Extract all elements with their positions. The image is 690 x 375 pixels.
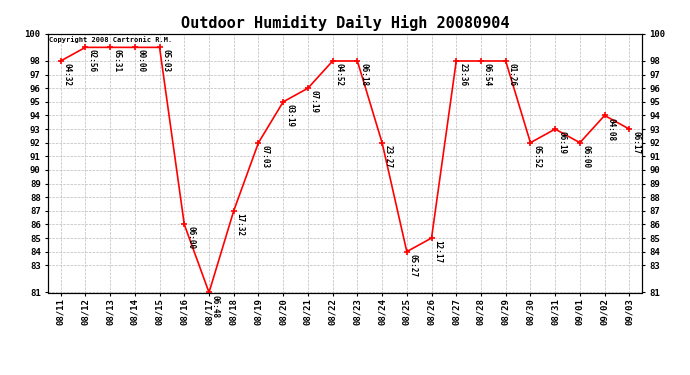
- Text: 06:17: 06:17: [631, 131, 640, 154]
- Text: Copyright 2008 Cartronic R.M.: Copyright 2008 Cartronic R.M.: [49, 36, 172, 43]
- Text: 01:26: 01:26: [508, 63, 517, 86]
- Text: 23:36: 23:36: [458, 63, 467, 86]
- Text: 06:18: 06:18: [359, 63, 368, 86]
- Text: 06:54: 06:54: [483, 63, 492, 86]
- Text: 04:08: 04:08: [607, 117, 615, 141]
- Text: 05:52: 05:52: [533, 145, 542, 168]
- Text: 06:19: 06:19: [557, 131, 566, 154]
- Text: 06:48: 06:48: [211, 294, 220, 318]
- Text: 04:52: 04:52: [335, 63, 344, 86]
- Text: 04:32: 04:32: [63, 63, 72, 86]
- Text: 05:31: 05:31: [112, 50, 121, 72]
- Text: 02:56: 02:56: [88, 50, 97, 72]
- Text: 03:19: 03:19: [285, 104, 294, 127]
- Text: 06:00: 06:00: [186, 226, 195, 250]
- Text: 05:27: 05:27: [408, 254, 417, 277]
- Text: 23:27: 23:27: [384, 145, 393, 168]
- Text: 05:03: 05:03: [161, 50, 170, 72]
- Text: 00:00: 00:00: [137, 50, 146, 72]
- Title: Outdoor Humidity Daily High 20080904: Outdoor Humidity Daily High 20080904: [181, 15, 509, 31]
- Text: 06:00: 06:00: [582, 145, 591, 168]
- Text: 07:19: 07:19: [310, 90, 319, 113]
- Text: 17:32: 17:32: [236, 213, 245, 236]
- Text: 07:03: 07:03: [260, 145, 269, 168]
- Text: 12:17: 12:17: [433, 240, 442, 263]
